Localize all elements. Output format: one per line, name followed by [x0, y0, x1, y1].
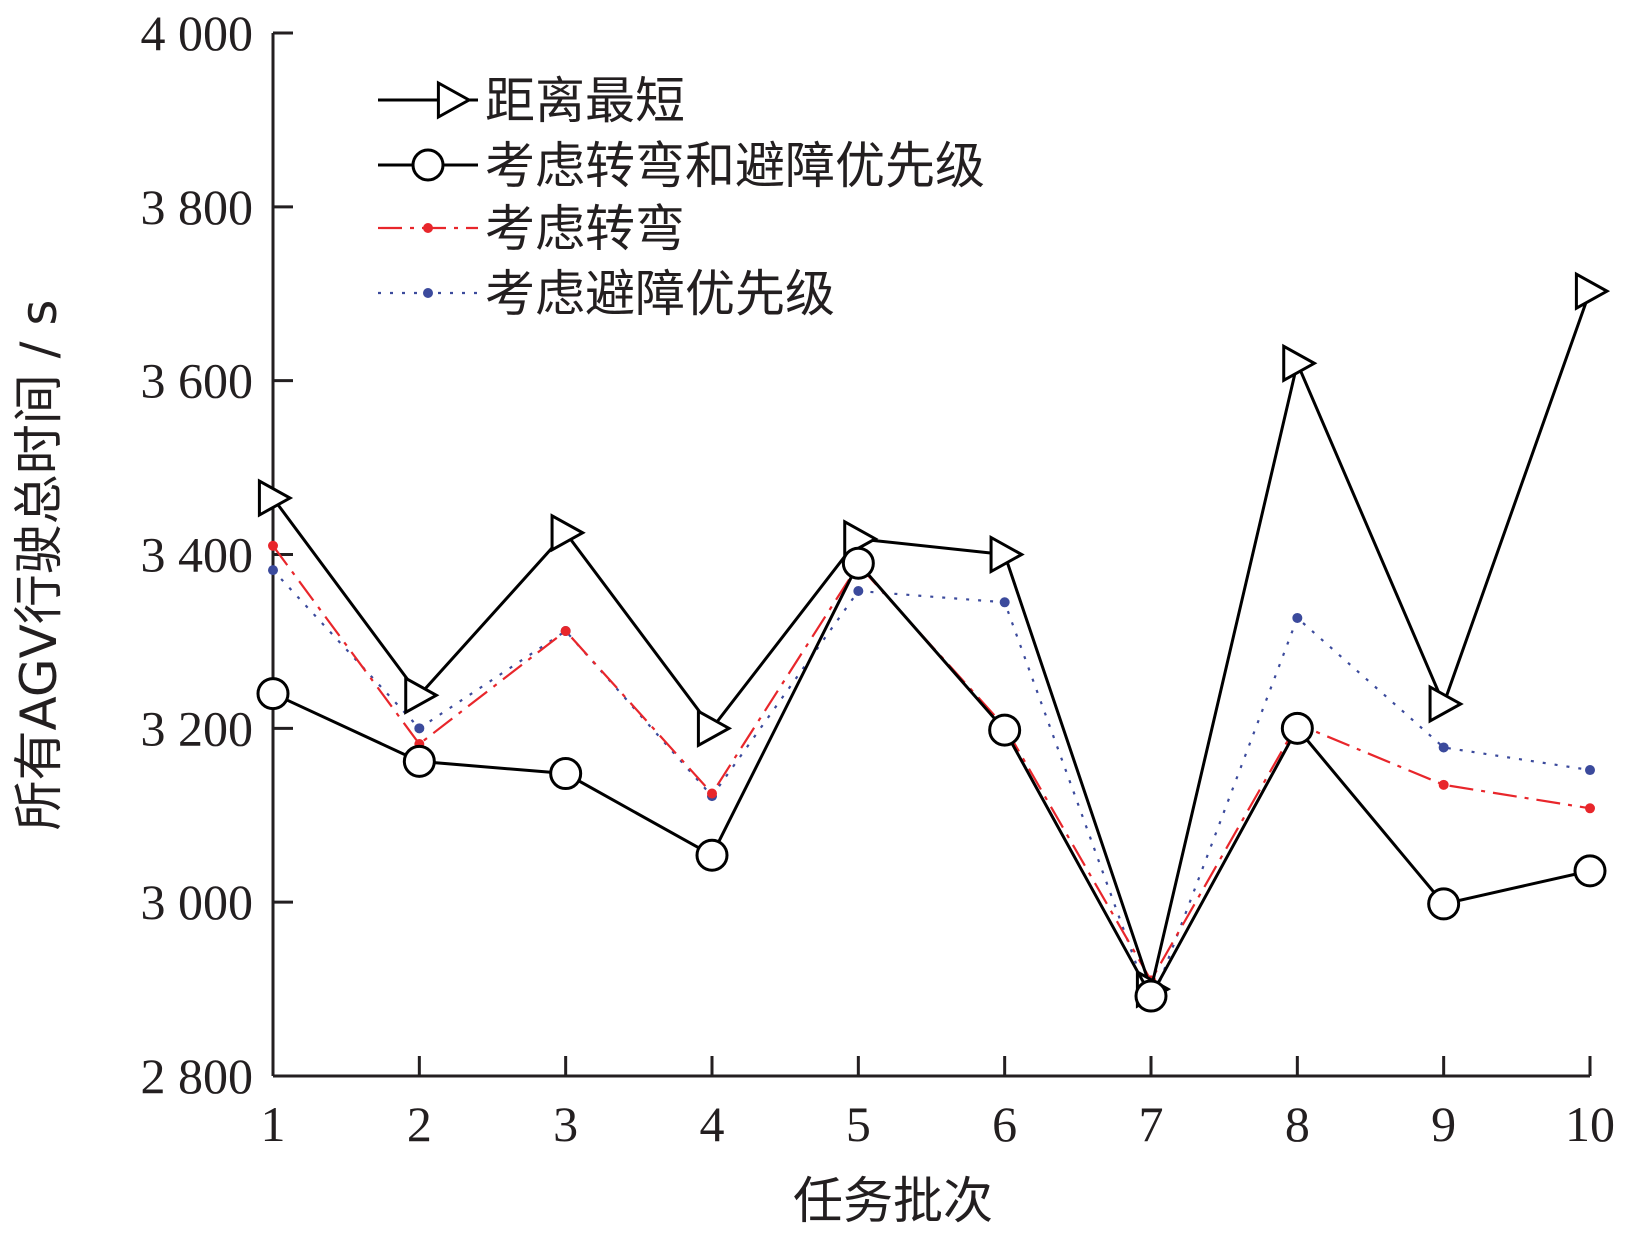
marker-circle-8 — [1427, 887, 1461, 921]
marker-triangle-3 — [696, 708, 733, 748]
marker-triangle-8 — [1428, 684, 1464, 724]
marker-dot-3 — [707, 788, 717, 799]
marker-triangle-0 — [257, 478, 294, 518]
marker-circle-3 — [695, 838, 729, 872]
legend-label-3: 考虑转弯 — [485, 200, 685, 258]
marker-circle-1 — [402, 744, 436, 778]
x-tick-label: 3 — [553, 1096, 578, 1152]
x-tick-label: 8 — [1285, 1096, 1310, 1152]
series-line-4 — [272, 569, 1591, 1008]
marker-circle-7 — [1280, 711, 1314, 745]
y-tick-label: 2 800 — [141, 1048, 254, 1104]
marker-circle-9 — [1573, 854, 1607, 888]
x-tick-label: 6 — [992, 1096, 1017, 1152]
series-2 — [256, 546, 1607, 1013]
marker-circle-legend-2 — [411, 148, 445, 182]
marker-dot-legend-4 — [423, 288, 433, 298]
legend-label-2: 考虑转弯和避障优先级 — [485, 137, 985, 195]
marker-dot-1 — [414, 723, 425, 734]
y-axis-title: 所有AGV行驶总时间 / s — [10, 300, 68, 831]
series-4 — [268, 565, 1595, 1010]
x-tick-label: 5 — [846, 1096, 871, 1152]
marker-triangle-7 — [1282, 343, 1318, 383]
marker-circle-4 — [841, 546, 875, 580]
marker-triangle-2 — [550, 513, 586, 553]
marker-dot-2 — [560, 625, 571, 636]
y-tick-label: 3 000 — [141, 874, 254, 930]
x-tick-label: 2 — [407, 1096, 432, 1152]
marker-triangle-legend-1 — [436, 80, 473, 120]
y-tick-label: 3 600 — [141, 353, 254, 409]
series-layer — [256, 271, 1611, 1013]
marker-dot-0 — [268, 565, 278, 576]
legend-label-1: 距离最短 — [485, 72, 685, 130]
marker-dot-0 — [268, 540, 278, 551]
x-tick-label: 7 — [1139, 1096, 1164, 1152]
x-tick-label: 9 — [1431, 1096, 1456, 1152]
marker-dot-5 — [999, 597, 1010, 608]
series-line-1 — [271, 290, 1592, 995]
marker-dot-8 — [1438, 779, 1449, 790]
axes: 2 800 3 000 3 200 3 400 3 600 3 800 4 000 1 2 3 4 5… — [141, 5, 1616, 1152]
marker-dot-8 — [1438, 742, 1449, 753]
series-line-2 — [272, 560, 1591, 1000]
marker-circle-6 — [1134, 979, 1168, 1013]
marker-triangle-1 — [404, 675, 440, 715]
x-axis-title: 任务批次 — [793, 1172, 993, 1230]
marker-triangle-9 — [1574, 271, 1611, 311]
marker-dot-4 — [853, 586, 864, 597]
marker-triangle-5 — [989, 534, 1025, 575]
x-tick-label: 10 — [1565, 1096, 1615, 1152]
marker-dot-9 — [1585, 803, 1595, 814]
y-tick-label: 3 200 — [141, 700, 254, 756]
marker-circle-2 — [549, 757, 583, 791]
y-tick-label: 3 800 — [141, 179, 254, 235]
marker-dot-9 — [1585, 765, 1595, 776]
series-line-3 — [272, 545, 1591, 983]
marker-circle-5 — [988, 713, 1022, 747]
series-1 — [257, 271, 1611, 1009]
series-3 — [268, 540, 1595, 986]
x-tick-label: 1 — [261, 1096, 286, 1152]
legend-label-4: 考虑避障优先级 — [485, 265, 835, 323]
marker-dot-legend-3 — [423, 223, 433, 233]
y-tick-label: 3 400 — [141, 527, 254, 583]
x-tick-label: 4 — [700, 1096, 725, 1152]
y-tick-label: 4 000 — [141, 5, 254, 61]
marker-dot-7 — [1292, 612, 1303, 623]
marker-circle-0 — [256, 677, 290, 711]
